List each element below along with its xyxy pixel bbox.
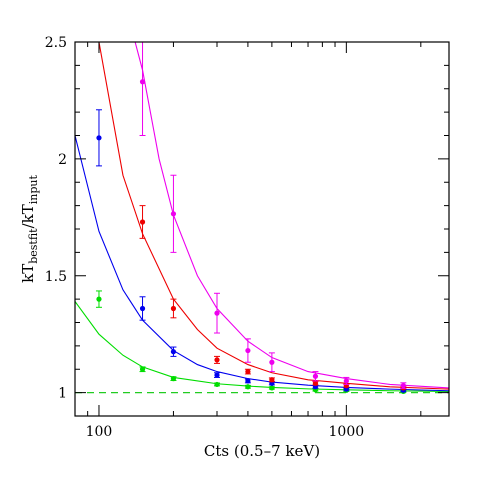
point-marker [312,380,319,386]
model-curve-1 [75,135,449,392]
model-curves [75,42,449,393]
y-axis-title-sep: /kT [19,204,37,228]
axis-ticks [74,41,449,417]
data-point [214,355,221,364]
point-marker [214,372,220,378]
model-curve-2 [98,42,449,390]
point-marker [170,305,177,312]
data-point [139,205,146,239]
x-axis-title: Cts (0.5–7 keV) [204,442,320,460]
data-point [244,368,251,375]
data-point [170,174,177,253]
data-point [139,42,146,136]
point-marker [139,305,146,312]
data-point [214,372,221,378]
point-marker [269,385,275,391]
data-point [95,290,102,308]
x-tick-label: 1000 [329,424,365,440]
data-point [244,338,251,363]
data-point [170,298,177,319]
model-curve-3 [134,42,449,389]
point-marker [170,211,177,217]
data-point [312,371,319,382]
data-point [268,385,275,391]
point-marker [245,378,251,384]
data-point [214,381,221,388]
data-point [139,296,146,321]
y-tick-label: 1 [58,386,67,402]
data-point [244,378,251,384]
model-curve-0 [75,301,449,393]
data-point [95,109,102,167]
data-point [139,366,146,373]
point-marker [343,378,349,384]
data-point [343,376,350,385]
data-points [95,42,407,395]
point-marker [139,366,146,372]
point-marker [269,377,275,383]
point-marker [400,383,406,389]
data-point [244,384,251,390]
point-marker [214,381,220,388]
y-tick-label: 1.5 [45,269,67,285]
y-tick-label: 2 [58,152,67,168]
data-point [170,376,177,382]
point-marker [170,376,177,382]
y-axis-title-sub2: input [27,175,40,205]
point-marker [269,359,275,365]
point-marker [170,349,177,355]
data-point [312,380,319,386]
y-axis-title-sub1: bestfit [27,228,40,264]
y-axis-title-base: kT [19,264,37,283]
y-tick-label: 2.5 [45,35,67,51]
data-point [214,292,221,334]
tick-labels: 100 1000 1 1.5 2 2.5 [45,35,364,440]
point-marker [96,135,102,141]
data-point [268,377,275,383]
y-axis-title: kTbestfit/kTinput [19,175,40,283]
point-marker [245,347,251,354]
data-point [268,352,275,373]
point-marker [96,296,102,302]
point-marker [245,384,251,390]
point-marker [245,368,251,375]
point-marker [214,310,220,316]
point-marker [312,373,319,379]
point-marker [139,219,146,225]
data-point [170,346,177,357]
point-marker [139,79,146,85]
point-marker [214,357,220,363]
data-point [400,382,407,389]
x-tick-label: 100 [86,424,113,440]
